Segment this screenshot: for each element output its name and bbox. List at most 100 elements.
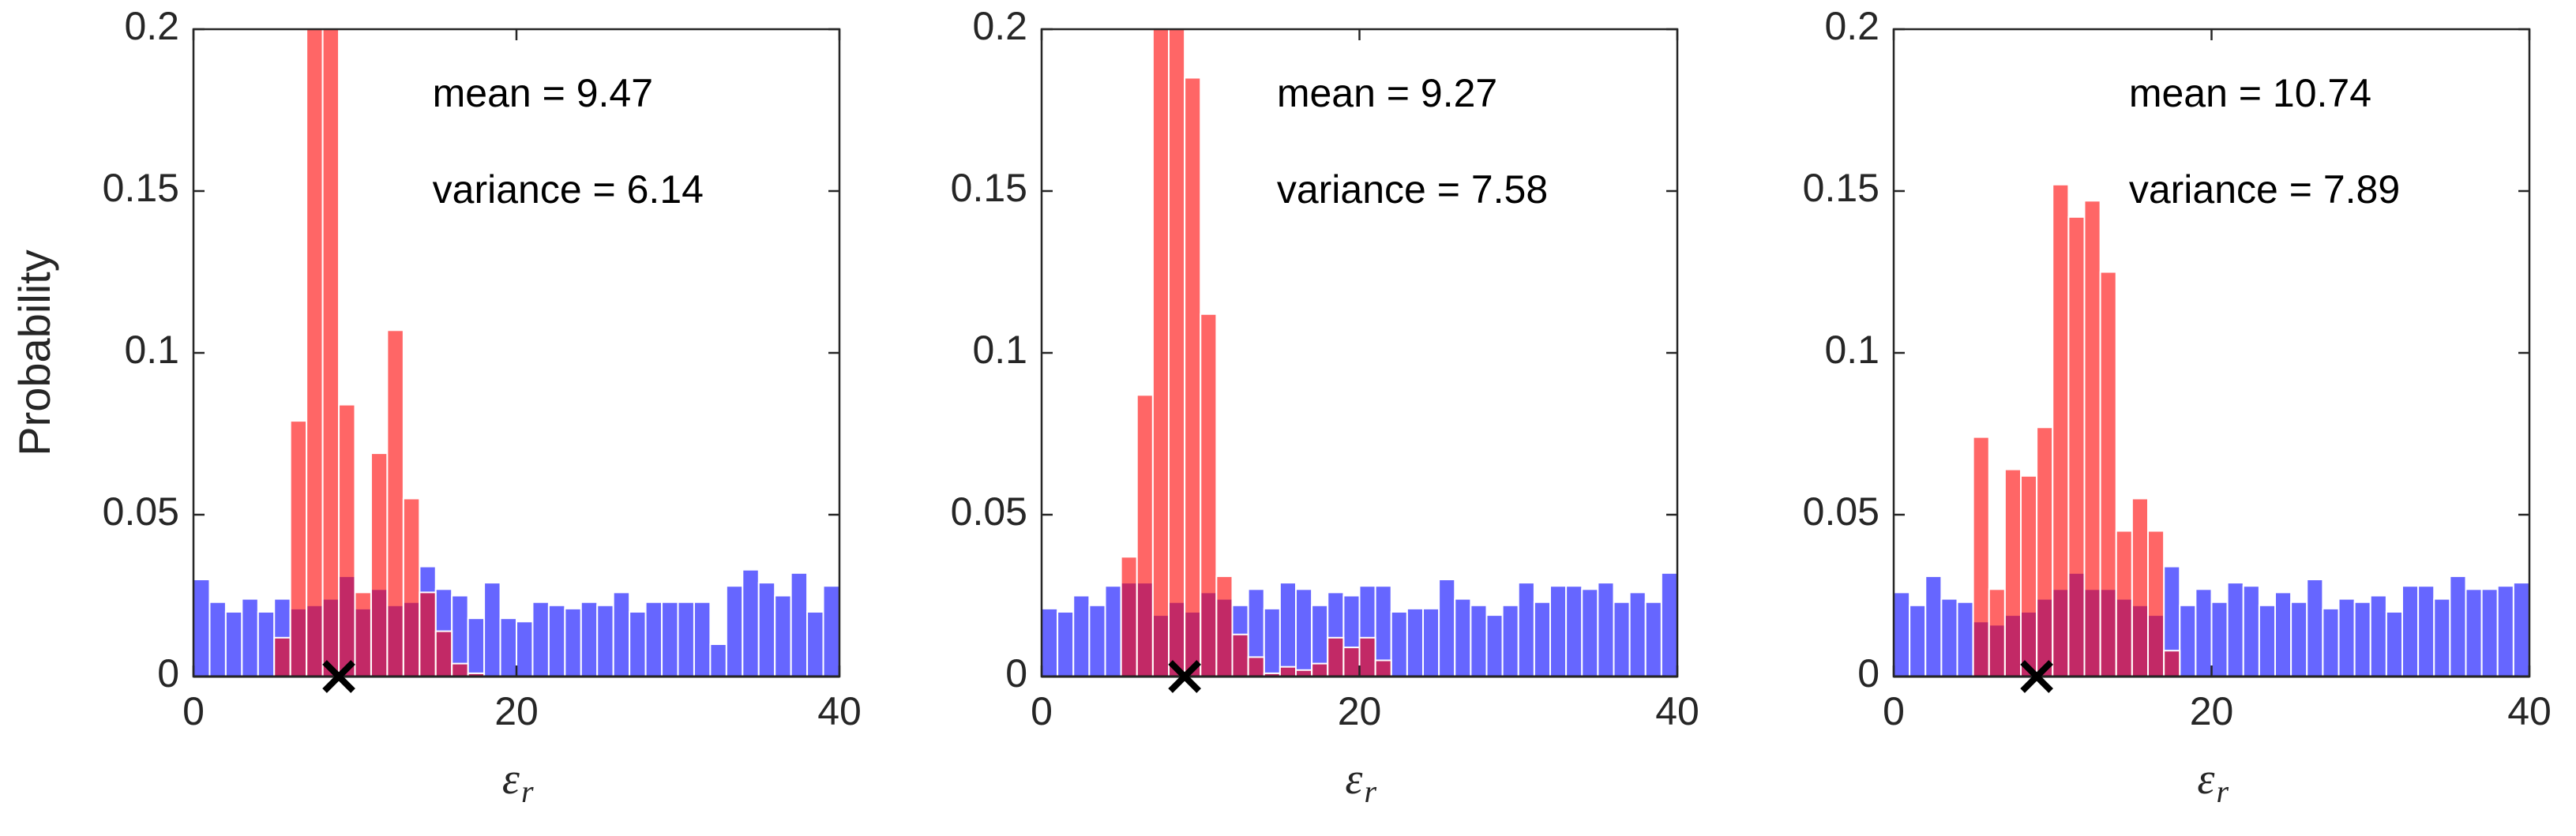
- annotation: mean = 10.74: [2129, 71, 2371, 115]
- bar: [224, 611, 243, 677]
- y-tick-label: 0.1: [1824, 328, 1879, 372]
- bar: [289, 420, 308, 677]
- bar: [725, 585, 744, 677]
- bar: [1454, 598, 1472, 677]
- bar: [419, 591, 437, 677]
- bar: [1247, 656, 1265, 677]
- bar: [241, 598, 259, 677]
- bar: [1231, 633, 1249, 677]
- y-tick-label: 0: [1857, 651, 1879, 695]
- bar: [257, 611, 276, 677]
- bar: [596, 604, 614, 677]
- bar: [208, 601, 227, 677]
- x-axis-label-sub: r: [1365, 774, 1377, 809]
- x-tick-label: 20: [494, 689, 539, 733]
- y-tick-label: 0.15: [951, 166, 1027, 210]
- bar: [2353, 601, 2371, 677]
- bar: [2003, 468, 2022, 677]
- bar: [677, 601, 695, 677]
- x-tick-label: 20: [1338, 689, 1382, 733]
- x-tick-label: 0: [1031, 689, 1053, 733]
- y-tick-label: 0.05: [1803, 489, 1879, 534]
- bar: [1104, 585, 1122, 677]
- x-tick-label: 40: [2507, 689, 2552, 733]
- bar: [1151, 29, 1170, 677]
- bar: [1533, 601, 1551, 677]
- bar: [2512, 582, 2529, 677]
- y-tick-label: 0: [157, 651, 179, 695]
- x-axis-label-sub: r: [521, 774, 534, 809]
- bar: [2369, 594, 2387, 677]
- bar: [2083, 200, 2101, 677]
- bar: [354, 591, 372, 677]
- bar: [2163, 650, 2181, 677]
- x-axis-label-sub: r: [2217, 774, 2229, 809]
- bar: [2226, 582, 2244, 677]
- x-tick-label: 40: [1655, 689, 1699, 733]
- bar: [1168, 29, 1186, 677]
- bar: [2496, 585, 2514, 677]
- x-axis-label: ε: [1345, 755, 1363, 804]
- bar: [273, 636, 291, 677]
- bar: [1342, 647, 1361, 677]
- bar: [2290, 601, 2308, 677]
- x-axis-label: ε: [2197, 755, 2215, 804]
- bar: [2020, 474, 2038, 677]
- bar: [2465, 588, 2483, 677]
- bar: [1042, 607, 1059, 677]
- annotation: variance = 7.58: [1277, 167, 1548, 212]
- bar: [516, 620, 534, 677]
- bar: [2417, 585, 2435, 677]
- bar: [1088, 604, 1106, 677]
- bar: [774, 594, 792, 677]
- bar: [1057, 611, 1075, 677]
- x-tick-label: 20: [2190, 689, 2234, 733]
- bar: [1327, 636, 1345, 677]
- bars: [1894, 183, 2529, 677]
- y-tick-label: 0.2: [124, 4, 179, 48]
- bar: [2036, 426, 2054, 677]
- bar: [2147, 530, 2165, 677]
- bar: [1485, 614, 1504, 677]
- bar: [1200, 313, 1218, 677]
- y-tick-label: 0: [1005, 651, 1027, 695]
- annotation: variance = 7.89: [2129, 167, 2400, 212]
- annotation: mean = 9.47: [433, 71, 653, 115]
- y-tick-label: 0.15: [1803, 166, 1879, 210]
- bars: [193, 29, 839, 677]
- bar: [1120, 556, 1138, 677]
- bar: [434, 630, 453, 677]
- panel: 0 0.05 0.1 0.15 0.2 0 20 40 mean = 9.47 variance …: [9, 4, 862, 809]
- bar: [806, 611, 824, 677]
- bar: [386, 329, 404, 677]
- bars: [1042, 29, 1677, 677]
- bar: [757, 582, 776, 677]
- bar: [822, 585, 839, 677]
- bar: [1215, 575, 1234, 677]
- bar: [790, 572, 809, 677]
- bar: [2449, 575, 2467, 677]
- bar: [693, 601, 712, 677]
- bar: [742, 568, 760, 677]
- bar: [2322, 607, 2340, 677]
- bar: [1279, 665, 1297, 677]
- bar: [1470, 604, 1488, 677]
- y-tick-label: 0.1: [972, 328, 1027, 372]
- bar: [2115, 530, 2133, 677]
- bar: [402, 497, 421, 677]
- panel: 0 0.05 0.1 0.15 0.2 0 20 40 mean = 9.27 variance …: [951, 4, 1699, 809]
- y-tick-label: 0.2: [1824, 4, 1879, 48]
- bar: [1613, 601, 1631, 677]
- bar: [1940, 598, 1958, 677]
- bar: [1390, 611, 1408, 677]
- x-axis-label: ε: [502, 755, 520, 804]
- bar: [2242, 585, 2260, 677]
- bar: [2067, 216, 2086, 677]
- y-tick-label: 0.1: [124, 328, 179, 372]
- y-tick-label: 0.05: [951, 489, 1027, 534]
- annotation: mean = 9.27: [1277, 71, 1497, 115]
- bar: [1565, 585, 1583, 677]
- bar: [1628, 591, 1647, 677]
- bar: [1956, 601, 1974, 677]
- bar: [1136, 394, 1154, 677]
